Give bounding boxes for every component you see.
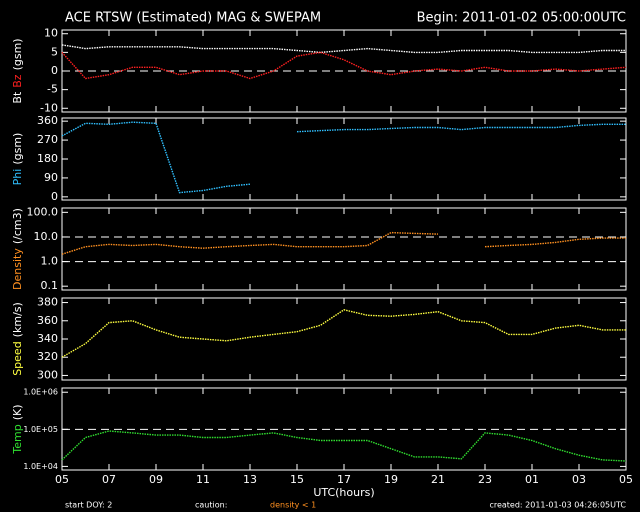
- data-line: [61, 231, 626, 255]
- y-tick-label: 300: [37, 368, 58, 381]
- y-tick-label: 90: [44, 171, 58, 184]
- y-tick-label: 1.0E+05: [23, 425, 58, 434]
- data-line: [61, 309, 626, 358]
- y-tick-label: 1.0E+04: [23, 462, 58, 471]
- y-tick-label: 270: [37, 133, 58, 146]
- y-tick-label: 5: [51, 45, 58, 58]
- y-axis-label-part: Temp: [11, 424, 24, 454]
- y-tick-label: -10: [40, 101, 58, 114]
- y-tick-label: 10.0: [34, 230, 59, 243]
- x-tick-label: 07: [102, 473, 116, 486]
- x-tick-label: 09: [149, 473, 163, 486]
- y-axis-label-part: (/cm3): [11, 208, 24, 244]
- y-tick-label: 180: [37, 152, 58, 165]
- y-tick-label: 0.1: [41, 279, 59, 292]
- y-axis-label-part: (gsm): [11, 133, 24, 165]
- y-tick-label: 10: [44, 27, 58, 40]
- y-axis-label: Density (/cm3): [11, 208, 24, 290]
- y-tick-label: 0: [51, 64, 58, 77]
- x-tick-label: 01: [525, 473, 539, 486]
- x-tick-label: 13: [243, 473, 257, 486]
- y-tick-label: 380: [37, 296, 58, 309]
- begin: Begin: 2011-01-02 05:00:00UTC: [417, 11, 626, 26]
- y-axis-label-part: Bt: [11, 91, 24, 104]
- x-tick-label: 23: [478, 473, 492, 486]
- data-line: [61, 51, 627, 80]
- y-tick-label: 100.0: [27, 205, 59, 218]
- y-tick-label: 1.0E+06: [23, 388, 58, 397]
- y-tick-label: 320: [37, 350, 58, 363]
- y-tick-label: 0: [51, 190, 58, 203]
- data-line: [61, 44, 626, 54]
- x-tick-label: 05: [55, 473, 69, 486]
- panel-frame: [61, 207, 627, 291]
- x-tick-label: 19: [384, 473, 398, 486]
- x-tick-label: 21: [431, 473, 445, 486]
- y-tick-label: -5: [47, 83, 58, 96]
- y-axis-label: Phi (gsm): [11, 133, 24, 186]
- y-axis-label-part: (gsm): [11, 38, 24, 70]
- panel-frame: [61, 117, 627, 201]
- y-axis-label-part: (km/s): [11, 302, 24, 337]
- y-axis-label: Bt Bz (gsm): [11, 38, 24, 103]
- y-axis-label: Speed (km/s): [11, 302, 24, 376]
- x-tick-label: 15: [290, 473, 304, 486]
- x-tick-label: 11: [196, 473, 210, 486]
- y-axis-label-part: Phi: [11, 169, 24, 186]
- created: created: 2011-01-03 04:26:05UTC: [489, 501, 626, 510]
- data-line: [61, 430, 627, 462]
- x-tick-label: 03: [572, 473, 586, 486]
- y-tick-label: 340: [37, 332, 58, 345]
- y-axis-label-part: Density: [11, 248, 24, 290]
- start-doy: start DOY: 2: [65, 501, 112, 510]
- x-tick-label: 05: [619, 473, 633, 486]
- x-tick-label: 17: [337, 473, 351, 486]
- x-axis-label: UTC(hours): [313, 486, 374, 499]
- y-tick-label: 1.0: [41, 255, 59, 268]
- y-axis-label-part: Bz: [11, 74, 24, 88]
- title: ACE RTSW (Estimated) MAG & SWEPAM: [65, 11, 321, 26]
- y-tick-label: 360: [37, 314, 58, 327]
- caution-note: density < 1: [270, 501, 316, 510]
- y-axis-label: Temp (K): [11, 404, 24, 454]
- y-axis-label-part: Speed: [11, 341, 24, 375]
- y-tick-label: 360: [37, 114, 58, 127]
- data-line: [61, 121, 626, 194]
- caution: caution:: [195, 501, 227, 510]
- y-axis-label-part: (K): [11, 404, 24, 420]
